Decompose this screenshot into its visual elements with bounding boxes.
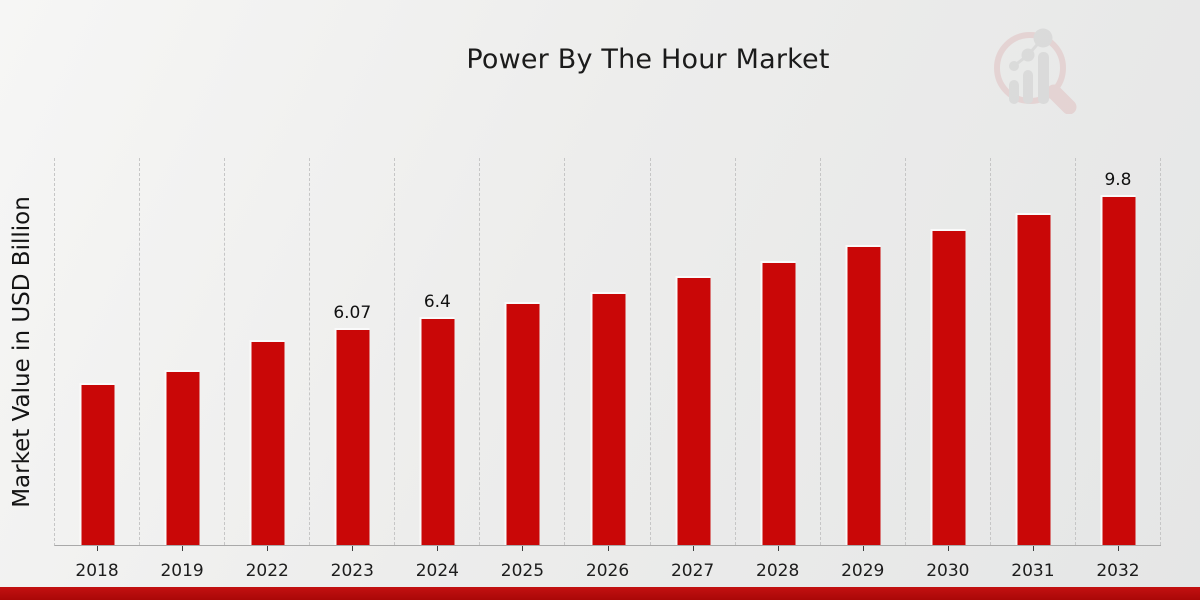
plot-area: 2018 2019 2022 6.07 2023 6.4 2024 2025 2026 2027 2… (54, 158, 1162, 581)
x-axis-label-2032: 2032 (1096, 561, 1140, 581)
y-axis-label: Market Value in USD Billion (9, 196, 35, 508)
x-axis-tick-2018 (97, 546, 99, 551)
bar-2022 (249, 340, 285, 545)
bar-2026 (590, 292, 625, 545)
category-slot-2024: 6.4 2024 (395, 158, 481, 581)
magnifier-bar-chart-logo (994, 28, 1077, 114)
x-axis-tick-2026 (607, 546, 609, 551)
category-slot-2018: 2018 (55, 158, 141, 581)
x-axis-label-2028: 2028 (756, 561, 800, 581)
x-axis-tick-2025 (522, 546, 524, 551)
x-axis-tick-2027 (692, 546, 694, 551)
x-axis-tick-2024 (437, 546, 439, 551)
category-slot-2029: 2029 (821, 158, 906, 581)
x-axis-tick-2030 (947, 546, 949, 551)
x-axis-tick-2022 (267, 546, 269, 551)
x-axis-tick-2019 (182, 546, 184, 551)
category-slot-2026: 2026 (565, 158, 651, 581)
bar-value-label-2032: 9.8 (1104, 170, 1132, 190)
magnifier-handle-icon (1046, 84, 1077, 114)
x-axis-tick-2032 (1117, 546, 1119, 551)
x-axis-label-2024: 2024 (415, 561, 459, 581)
logo-bar-small (1009, 80, 1019, 104)
category-slot-2019: 2019 (140, 158, 226, 581)
bar-2019 (164, 370, 200, 545)
x-axis-label-2027: 2027 (670, 561, 715, 581)
x-axis-label-2023: 2023 (330, 561, 374, 581)
bar-2028 (760, 261, 796, 545)
category-slot-2032: 9.8 2032 (1076, 158, 1162, 581)
x-axis-label-2029: 2029 (841, 561, 885, 581)
x-axis-tick-2029 (862, 546, 864, 551)
category-slot-2027: 2027 (651, 158, 736, 581)
chart-title: Power By The Hour Market (466, 44, 830, 75)
bar-2025 (504, 302, 540, 545)
footer-accent-bar (0, 587, 1200, 600)
x-axis-label-2022: 2022 (245, 561, 289, 581)
bar-2023 (334, 328, 370, 545)
logo-dot-small (1009, 61, 1019, 71)
category-slot-2022: 2022 (225, 158, 311, 581)
bar-value-label-2024: 6.4 (423, 292, 451, 312)
x-axis-label-2026: 2026 (585, 561, 630, 581)
category-slot-2025: 2025 (480, 158, 566, 581)
x-axis-tick-2028 (777, 546, 779, 551)
category-slot-2031: 2031 (991, 158, 1076, 581)
x-axis-label-2018: 2018 (75, 561, 119, 581)
x-axis-label-2031: 2031 (1011, 561, 1055, 581)
logo-bar-medium (1023, 70, 1033, 104)
category-slot-2023: 6.07 2023 (310, 158, 396, 581)
x-axis-label-2019: 2019 (160, 561, 204, 581)
x-axis-label-2025: 2025 (500, 561, 545, 581)
bar-value-label-2023: 6.07 (333, 303, 372, 323)
category-slot-2030: 2030 (906, 158, 991, 581)
logo-trend-line (1013, 37, 1045, 68)
bar-2027 (675, 276, 711, 545)
bar-2032 (1100, 195, 1136, 545)
x-axis-tick-2023 (352, 546, 354, 551)
x-axis-label-2030: 2030 (926, 561, 970, 581)
logo-dot-large (1033, 28, 1053, 48)
bar-2031 (1015, 213, 1051, 545)
magnifier-glass-icon (994, 32, 1066, 104)
bar-2018 (79, 383, 115, 545)
bar-2029 (845, 245, 881, 545)
logo-dot-medium (1021, 48, 1035, 62)
category-slot-2028: 2028 (736, 158, 821, 581)
bar-2024 (419, 317, 455, 545)
x-axis-tick-2031 (1032, 546, 1034, 551)
logo-bar-tall (1038, 52, 1049, 104)
bar-2030 (930, 229, 966, 545)
